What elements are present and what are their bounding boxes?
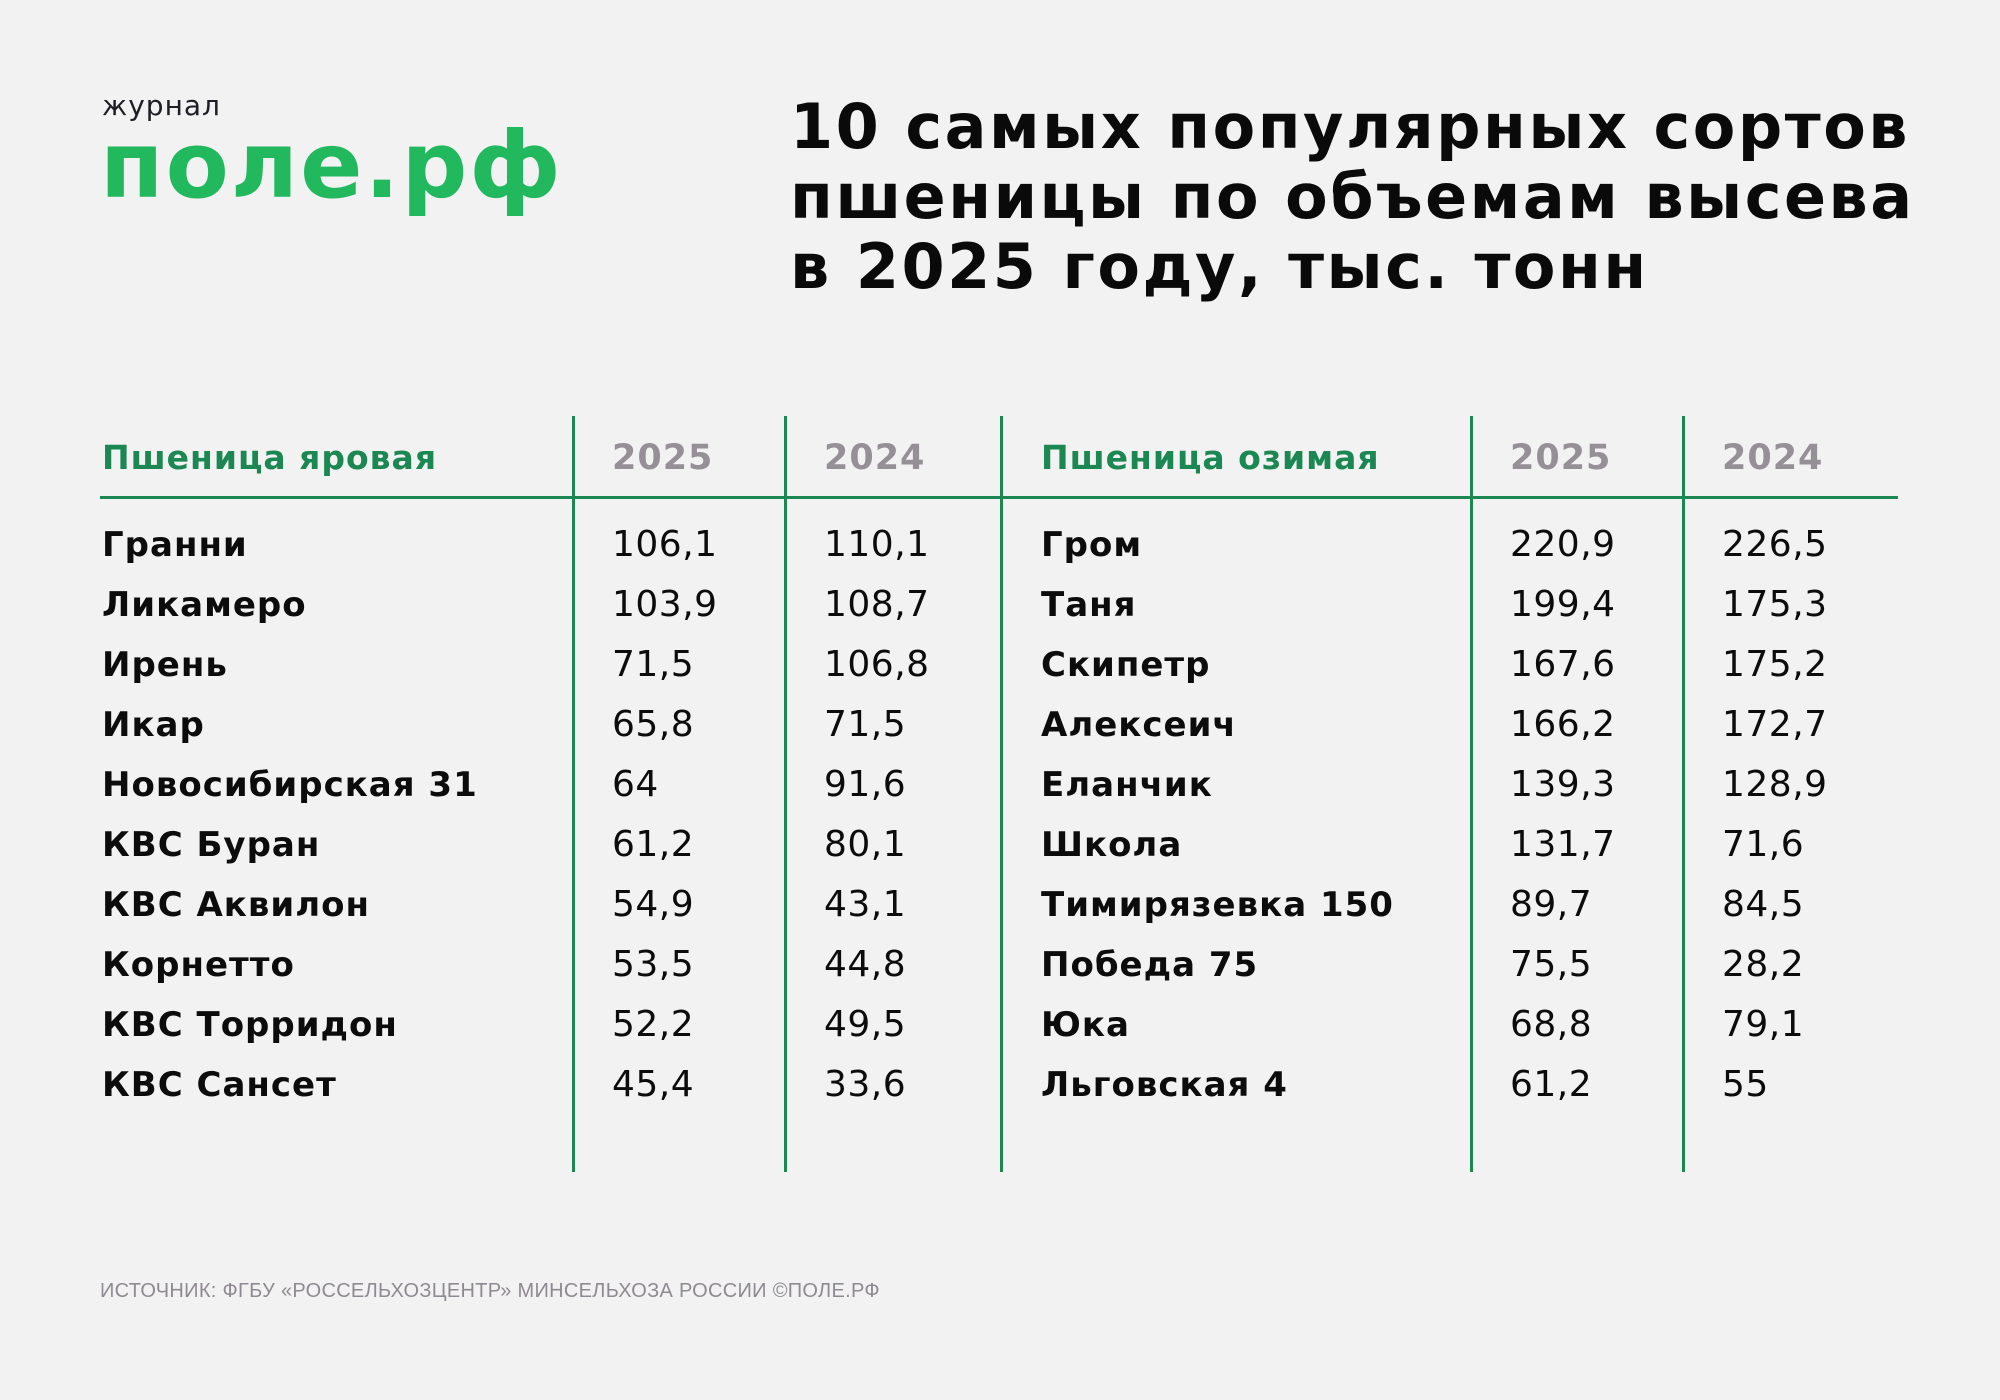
winter-value-2024: 172,7 <box>1722 704 1828 745</box>
spring-value-2025: 71,5 <box>612 644 695 685</box>
spring-value-2024: 110,1 <box>824 524 930 565</box>
winter-value-2025: 167,6 <box>1510 644 1616 685</box>
spring-value-2024: 106,8 <box>824 644 930 685</box>
spring-value-2025: 61,2 <box>612 824 695 865</box>
header-spring-wheat: Пшеница яровая <box>102 438 438 477</box>
winter-variety-name: Школа <box>1041 825 1183 865</box>
winter-variety-name: Победа 75 <box>1041 945 1259 985</box>
winter-value-2025: 75,5 <box>1510 944 1593 985</box>
winter-value-2024: 175,2 <box>1722 644 1828 685</box>
winter-variety-name: Юка <box>1041 1005 1130 1045</box>
spring-value-2025: 65,8 <box>612 704 695 745</box>
spring-value-2024: 80,1 <box>824 824 907 865</box>
title-line-1: 10 самых популярных сортов <box>790 90 1911 163</box>
winter-value-2024: 79,1 <box>1722 1004 1805 1045</box>
header-winter-2024: 2024 <box>1722 438 1824 478</box>
spring-variety-name: Гранни <box>102 525 248 565</box>
spring-value-2025: 53,5 <box>612 944 695 985</box>
winter-value-2024: 175,3 <box>1722 584 1828 625</box>
winter-variety-name: Скипетр <box>1041 645 1211 685</box>
spring-variety-name: КВС Торридон <box>102 1005 398 1045</box>
header-spring-2024: 2024 <box>824 438 926 478</box>
title-line-2: пшеницы по объемам высева <box>790 160 1915 233</box>
winter-value-2025: 61,2 <box>1510 1064 1593 1105</box>
page-title: 10 самых популярных сортов пшеницы по об… <box>790 92 1950 302</box>
spring-variety-name: Ирень <box>102 645 228 685</box>
winter-value-2024: 226,5 <box>1722 524 1828 565</box>
column-divider <box>1682 416 1685 1172</box>
spring-value-2024: 49,5 <box>824 1004 907 1045</box>
spring-value-2025: 103,9 <box>612 584 718 625</box>
spring-variety-name: Ликамеро <box>102 585 307 625</box>
winter-value-2024: 84,5 <box>1722 884 1805 925</box>
winter-value-2025: 199,4 <box>1510 584 1616 625</box>
spring-variety-name: КВС Сансет <box>102 1065 337 1105</box>
source-note: ИСТОЧНИК: ФГБУ «РОССЕЛЬХОЗЦЕНТР» МИНСЕЛЬ… <box>100 1280 880 1302</box>
winter-value-2024: 28,2 <box>1722 944 1805 985</box>
spring-value-2024: 71,5 <box>824 704 907 745</box>
column-divider <box>572 416 575 1172</box>
spring-variety-name: КВС Аквилон <box>102 885 370 925</box>
header-spring-2025: 2025 <box>612 438 714 478</box>
spring-value-2024: 33,6 <box>824 1064 907 1105</box>
logo: журнал поле.рф <box>100 92 563 212</box>
group-divider <box>1000 416 1003 1172</box>
header-underline <box>100 496 1898 499</box>
column-divider <box>784 416 787 1172</box>
spring-variety-name: КВС Буран <box>102 825 321 865</box>
winter-variety-name: Льговская 4 <box>1041 1065 1288 1105</box>
spring-value-2025: 54,9 <box>612 884 695 925</box>
winter-value-2025: 68,8 <box>1510 1004 1593 1045</box>
spring-value-2024: 108,7 <box>824 584 930 625</box>
column-divider <box>1470 416 1473 1172</box>
winter-variety-name: Еланчик <box>1041 765 1213 805</box>
title-line-3: в 2025 году, тыс. тонн <box>790 230 1649 303</box>
winter-value-2024: 71,6 <box>1722 824 1805 865</box>
winter-value-2025: 131,7 <box>1510 824 1616 865</box>
winter-value-2025: 166,2 <box>1510 704 1616 745</box>
winter-variety-name: Таня <box>1041 585 1137 625</box>
spring-variety-name: Корнетто <box>102 945 295 985</box>
spring-variety-name: Новосибирская 31 <box>102 765 478 805</box>
spring-value-2025: 45,4 <box>612 1064 695 1105</box>
winter-variety-name: Тимирязевка 150 <box>1041 885 1394 925</box>
spring-value-2024: 44,8 <box>824 944 907 985</box>
spring-value-2025: 52,2 <box>612 1004 695 1045</box>
logo-wordmark: поле.рф <box>100 112 563 219</box>
winter-value-2024: 55 <box>1722 1064 1769 1105</box>
spring-value-2025: 106,1 <box>612 524 718 565</box>
winter-variety-name: Гром <box>1041 525 1143 565</box>
header-winter-wheat: Пшеница озимая <box>1041 438 1380 477</box>
spring-value-2025: 64 <box>612 764 659 805</box>
winter-value-2024: 128,9 <box>1722 764 1828 805</box>
winter-value-2025: 89,7 <box>1510 884 1593 925</box>
winter-value-2025: 220,9 <box>1510 524 1616 565</box>
winter-variety-name: Алексеич <box>1041 705 1237 745</box>
spring-value-2024: 91,6 <box>824 764 907 805</box>
winter-value-2025: 139,3 <box>1510 764 1616 805</box>
logo-kicker: журнал <box>102 89 221 122</box>
header-winter-2025: 2025 <box>1510 438 1612 478</box>
spring-variety-name: Икар <box>102 705 205 745</box>
spring-value-2024: 43,1 <box>824 884 907 925</box>
